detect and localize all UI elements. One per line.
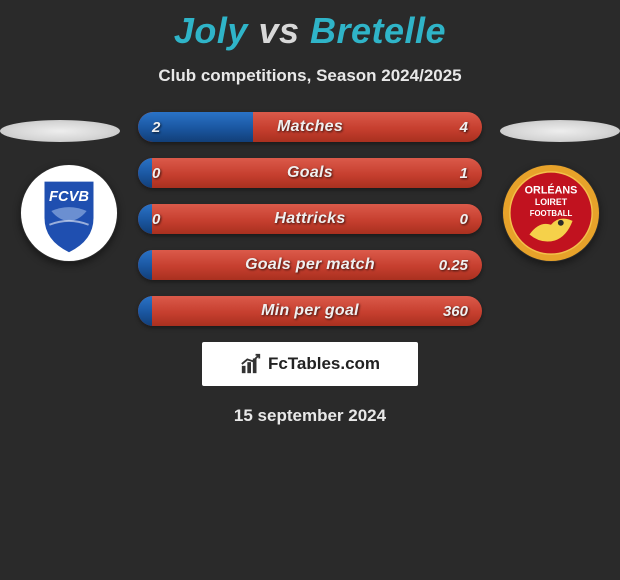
platform-right (500, 120, 620, 142)
stat-label: Matches (138, 112, 482, 142)
badge-right-text-bot: FOOTBALL (530, 209, 573, 218)
stat-value-right: 360 (443, 296, 468, 326)
stat-value-right: 0 (460, 204, 468, 234)
stat-bar: Goals per match0.25 (138, 250, 482, 280)
badge-right-text-mid: LOIRET (535, 197, 568, 207)
chart-icon (240, 353, 262, 375)
stat-label: Goals per match (138, 250, 482, 280)
comparison-stage: FCVB ORLÉANS LOIRET FOOTBALL 2Matches40G… (0, 112, 620, 326)
title-player1: Joly (174, 10, 248, 51)
club-badge-right: ORLÉANS LOIRET FOOTBALL (502, 164, 600, 262)
stat-label: Goals (138, 158, 482, 188)
stat-label: Min per goal (138, 296, 482, 326)
stat-bar: 2Matches4 (138, 112, 482, 142)
brand-box: FcTables.com (202, 342, 418, 386)
stat-bar: 0Hattricks0 (138, 204, 482, 234)
stat-value-right: 4 (460, 112, 468, 142)
title-vs: vs (258, 10, 299, 51)
stat-bar: Min per goal360 (138, 296, 482, 326)
title-player2: Bretelle (310, 10, 446, 51)
club-badge-left: FCVB (20, 164, 118, 262)
page-title: Joly vs Bretelle (0, 0, 620, 52)
stat-value-right: 1 (460, 158, 468, 188)
badge-left-text: FCVB (49, 189, 89, 205)
date-line: 15 september 2024 (0, 406, 620, 426)
stat-label: Hattricks (138, 204, 482, 234)
brand-text: FcTables.com (268, 354, 380, 374)
stat-bars: 2Matches40Goals10Hattricks0Goals per mat… (138, 112, 482, 326)
stat-bar: 0Goals1 (138, 158, 482, 188)
badge-right-text-top: ORLÉANS (525, 183, 578, 196)
platform-left (0, 120, 120, 142)
subtitle: Club competitions, Season 2024/2025 (0, 66, 620, 86)
stat-value-right: 0.25 (439, 250, 468, 280)
